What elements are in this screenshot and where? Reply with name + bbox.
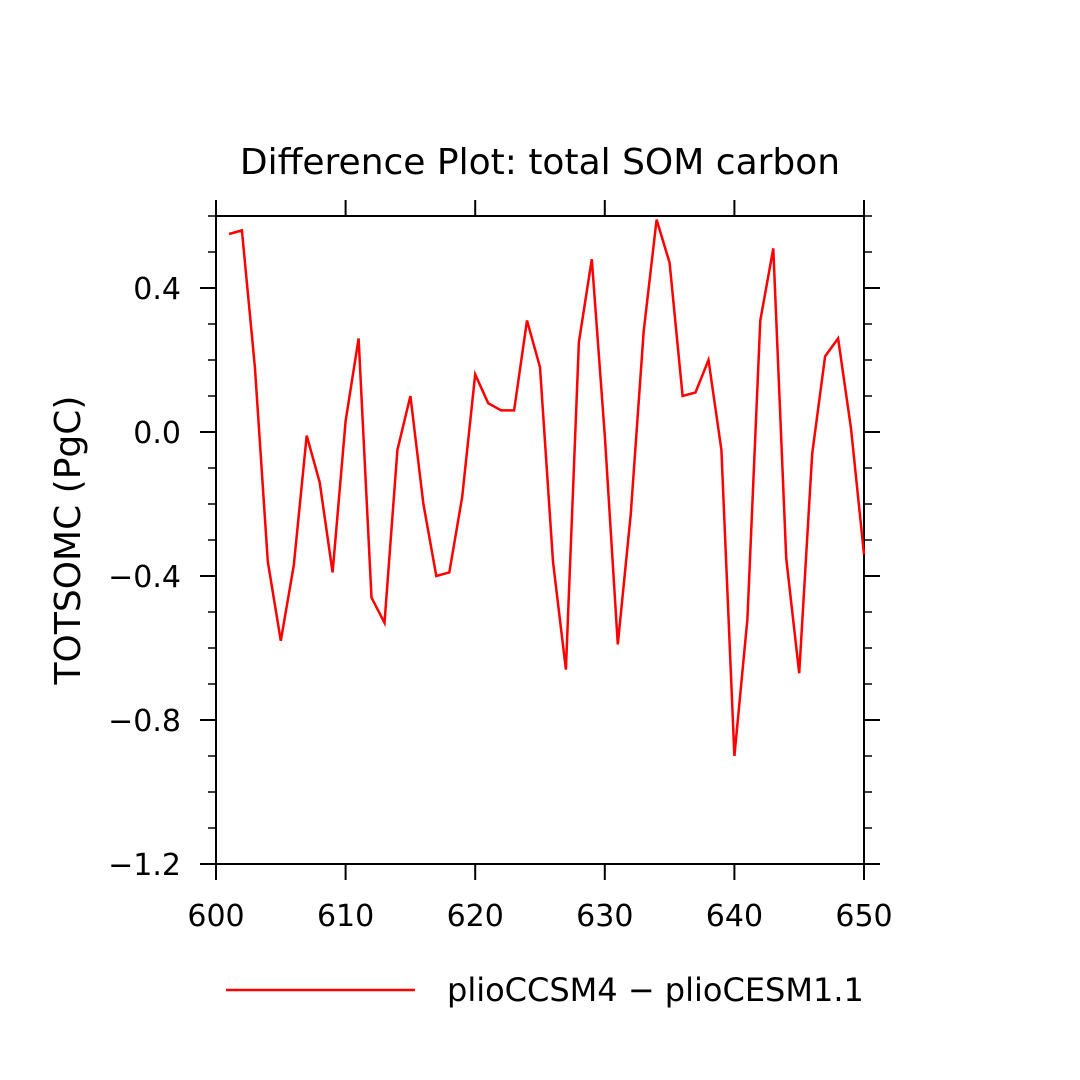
- series-point: [642, 330, 645, 333]
- legend-label: plioCCSM4 − plioCESM1.1: [447, 971, 864, 1009]
- series-point: [577, 341, 580, 344]
- series-point: [357, 337, 360, 340]
- series-point: [370, 596, 373, 599]
- axis-ticks: [200, 200, 880, 880]
- series-point: [707, 359, 710, 362]
- y-axis-label: TOTSOMC (PgC): [48, 396, 89, 686]
- x-tick-label: 630: [576, 899, 633, 934]
- series-point: [253, 366, 256, 369]
- series-point: [590, 258, 593, 261]
- series-point: [837, 337, 840, 340]
- y-tick-label: −1.2: [108, 848, 181, 883]
- series-point: [292, 564, 295, 567]
- series-point: [551, 560, 554, 563]
- x-tick-label: 600: [187, 899, 244, 934]
- series-point: [409, 395, 412, 398]
- series-point: [681, 395, 684, 398]
- series-point: [305, 434, 308, 437]
- series-points: [227, 218, 865, 757]
- series-point: [539, 366, 542, 369]
- series-point: [733, 755, 736, 758]
- series-point: [668, 261, 671, 264]
- chart-title: Difference Plot: total SOM carbon: [240, 142, 840, 183]
- series-point: [461, 495, 464, 498]
- y-tick-label: 0.4: [133, 272, 181, 307]
- series-point: [746, 618, 749, 621]
- series-line: [228, 219, 866, 757]
- plot-frame: [215, 215, 865, 865]
- series-point: [435, 575, 438, 578]
- series-point: [824, 355, 827, 358]
- series-point: [785, 557, 788, 560]
- series-point: [603, 434, 606, 437]
- series-point: [396, 449, 399, 452]
- series-point: [629, 513, 632, 516]
- x-tick-label: 640: [706, 899, 763, 934]
- y-tick-label: 0.0: [133, 416, 181, 451]
- y-tick-label: −0.8: [108, 704, 181, 739]
- tick-labels: 600 610 620 630 640 650 −1.2 −0.8 −0.4 0.0 0.4: [108, 272, 892, 934]
- series-point: [759, 319, 762, 322]
- legend: plioCCSM4 − plioCESM1.1: [226, 971, 864, 1009]
- y-tick-label: −0.4: [108, 560, 181, 595]
- x-tick-label: 620: [447, 899, 504, 934]
- series-point: [500, 409, 503, 412]
- series-point: [863, 553, 866, 556]
- series-point: [694, 391, 697, 394]
- series-point: [655, 218, 658, 221]
- series-point: [331, 571, 334, 574]
- x-tick-label: 650: [835, 899, 892, 934]
- series-point: [850, 427, 853, 430]
- series-point: [798, 672, 801, 675]
- series-point: [487, 402, 490, 405]
- series-point: [227, 233, 230, 236]
- series-point: [422, 503, 425, 506]
- series-point: [513, 409, 516, 412]
- series-point: [266, 560, 269, 563]
- series-point: [616, 643, 619, 646]
- series-point: [240, 229, 243, 232]
- x-tick-label: 610: [317, 899, 374, 934]
- series-point: [526, 319, 529, 322]
- series-point: [344, 420, 347, 423]
- series-point: [564, 668, 567, 671]
- series-point: [279, 639, 282, 642]
- series-point: [772, 247, 775, 250]
- series-point: [318, 481, 321, 484]
- series-point: [474, 373, 477, 376]
- series-point: [383, 621, 386, 624]
- series-point: [448, 571, 451, 574]
- series-point: [811, 452, 814, 455]
- series-point: [720, 449, 723, 452]
